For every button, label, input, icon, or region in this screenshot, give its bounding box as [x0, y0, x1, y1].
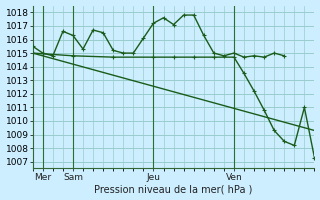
X-axis label: Pression niveau de la mer( hPa ): Pression niveau de la mer( hPa ) [94, 184, 253, 194]
